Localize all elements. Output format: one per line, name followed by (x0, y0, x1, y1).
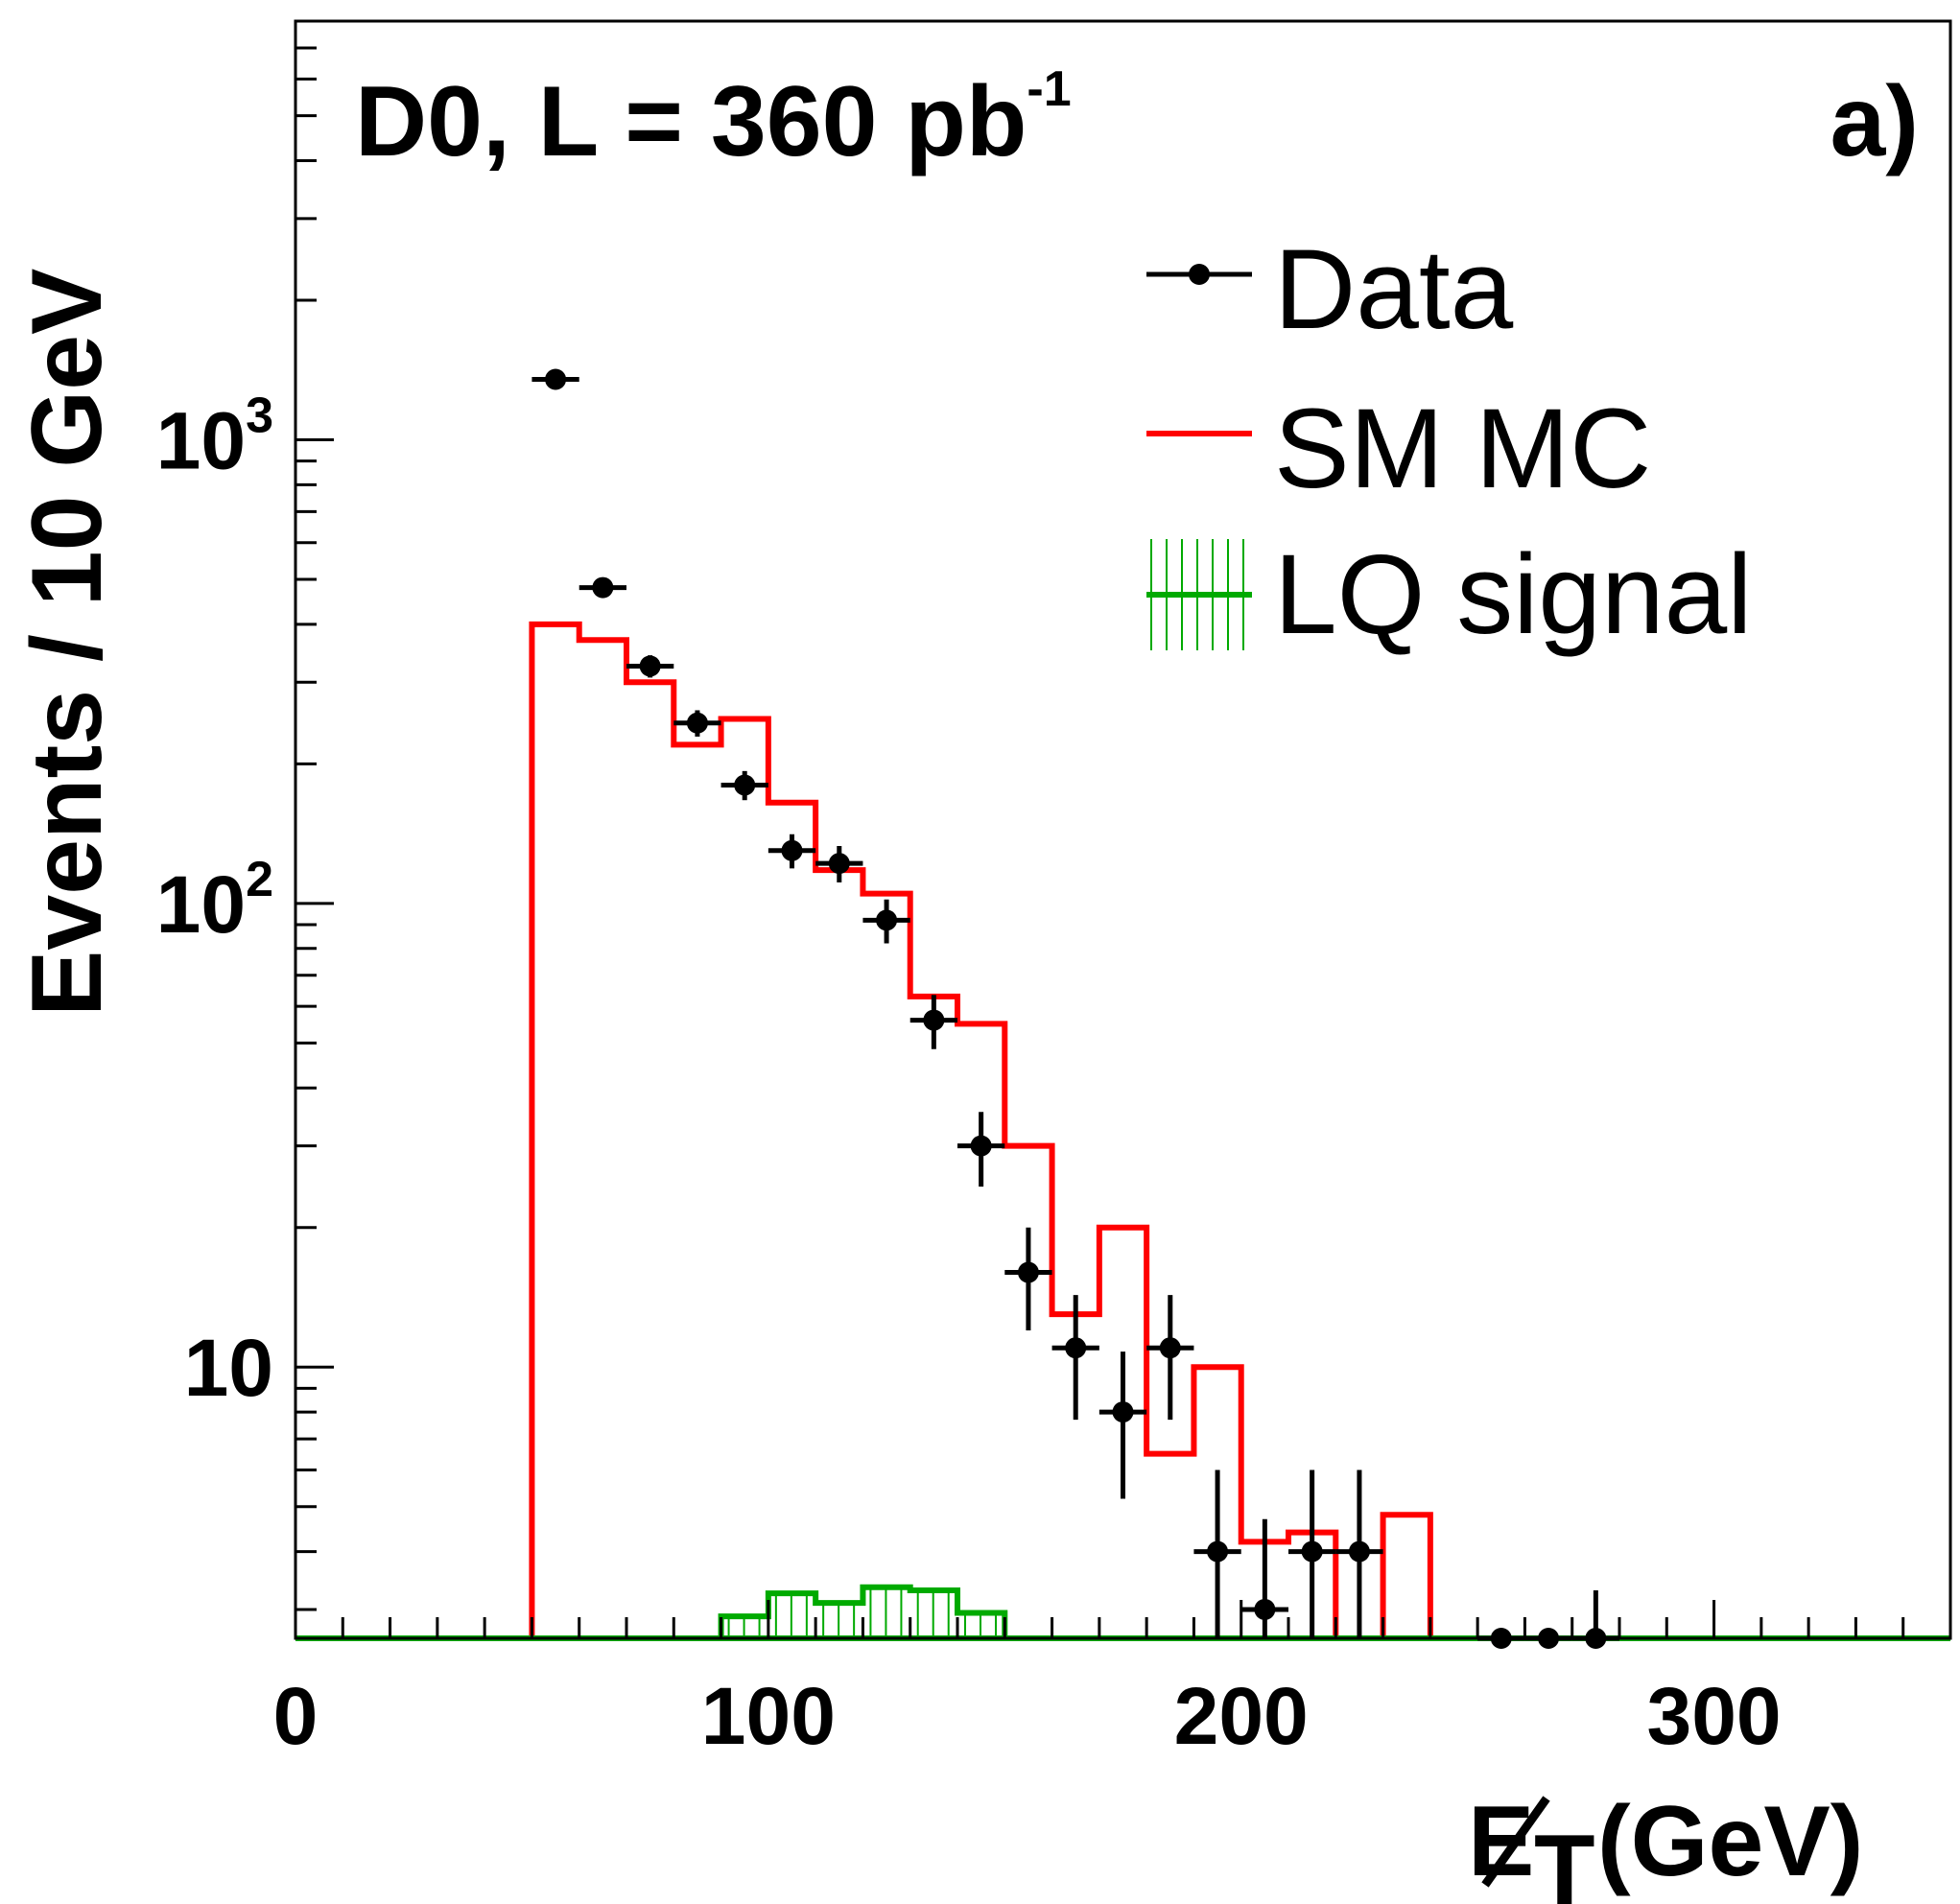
y-tick-label: 103 (156, 388, 273, 486)
data-point (673, 710, 721, 737)
data-point-marker (828, 853, 850, 875)
x-axis-title-subscript: T (1534, 1815, 1595, 1904)
data-point (815, 846, 863, 882)
data-point-marker (1348, 1540, 1370, 1563)
x-axis-title-unit: (GeV) (1597, 1786, 1863, 1897)
data-point (957, 1112, 1005, 1187)
y-axis-tick-labels: 10 102 103 (156, 388, 273, 1414)
data-point-marker (639, 655, 661, 677)
x-tick-label: 200 (1174, 1671, 1309, 1761)
y-tick-label: 102 (156, 852, 273, 950)
x-axis-title-e: E (1468, 1786, 1534, 1897)
data-point (767, 834, 816, 869)
panel-label: a) (1830, 66, 1919, 177)
data-point (1288, 1469, 1336, 1638)
data-point (1335, 1469, 1383, 1638)
x-axis-ticks (294, 1600, 1952, 1638)
sm-mc-histogram (529, 621, 1433, 1641)
data-point-marker (734, 774, 756, 796)
y-tick-label: 10 (184, 1323, 273, 1413)
data-point-marker (781, 839, 803, 861)
data-point-marker (1159, 1337, 1181, 1359)
legend-entry-sm-mc: SM MC (1146, 386, 1651, 512)
data-point (1240, 1518, 1288, 1638)
data-point-marker (970, 1135, 992, 1157)
data-point (579, 576, 626, 599)
data-point-marker (1207, 1540, 1229, 1563)
legend-sm-mc-label: SM MC (1274, 386, 1651, 512)
x-tick-label: 300 (1646, 1671, 1781, 1761)
x-axis-tick-labels: 0 100 200 300 (273, 1671, 1782, 1761)
data-point-marker (923, 1009, 945, 1031)
plot-frame (294, 19, 1952, 1640)
data-point-marker (1017, 1261, 1039, 1283)
data-point-marker (686, 712, 708, 734)
data-point-marker (876, 909, 898, 931)
y-axis-title: Events / 10 GeV (12, 269, 123, 1017)
data-points (531, 368, 1619, 1649)
data-point (720, 770, 768, 801)
data-point-marker (592, 576, 614, 599)
data-point (1051, 1295, 1099, 1421)
legend-entry-data: Data (1146, 226, 1514, 353)
legend-lq-signal-label: LQ signal (1274, 531, 1753, 658)
legend-entry-lq-signal: LQ signal (1146, 531, 1753, 658)
data-point (1098, 1352, 1147, 1499)
data-point-marker (1065, 1337, 1087, 1359)
data-point (531, 368, 579, 390)
data-point (626, 655, 674, 678)
x-tick-label: 100 (701, 1671, 836, 1761)
data-point-marker (1112, 1401, 1134, 1423)
data-point (909, 995, 957, 1049)
luminosity-annotation: D0, L = 360 pb-1 (355, 61, 1072, 177)
y-axis-ticks (295, 19, 334, 1611)
legend-data-marker-dot (1189, 264, 1210, 285)
data-point-marker (1254, 1598, 1276, 1620)
luminosity-annotation-exponent: -1 (1027, 61, 1071, 117)
x-tick-label: 0 (273, 1671, 319, 1761)
data-point (1004, 1227, 1052, 1330)
data-point-marker (1301, 1540, 1323, 1563)
x-axis-title: E T (GeV) (1468, 1786, 1863, 1904)
luminosity-annotation-text: D0, L = 360 pb (355, 66, 1027, 177)
data-point-marker (545, 368, 567, 390)
data-point (862, 899, 910, 944)
legend: Data SM MC LQ signal (1146, 226, 1753, 658)
data-point (1193, 1469, 1241, 1638)
data-point (1146, 1295, 1194, 1421)
sm-mc-step-line (529, 621, 1433, 1641)
x-axis-title-slash (1481, 1796, 1550, 1888)
legend-data-label: Data (1274, 226, 1514, 353)
